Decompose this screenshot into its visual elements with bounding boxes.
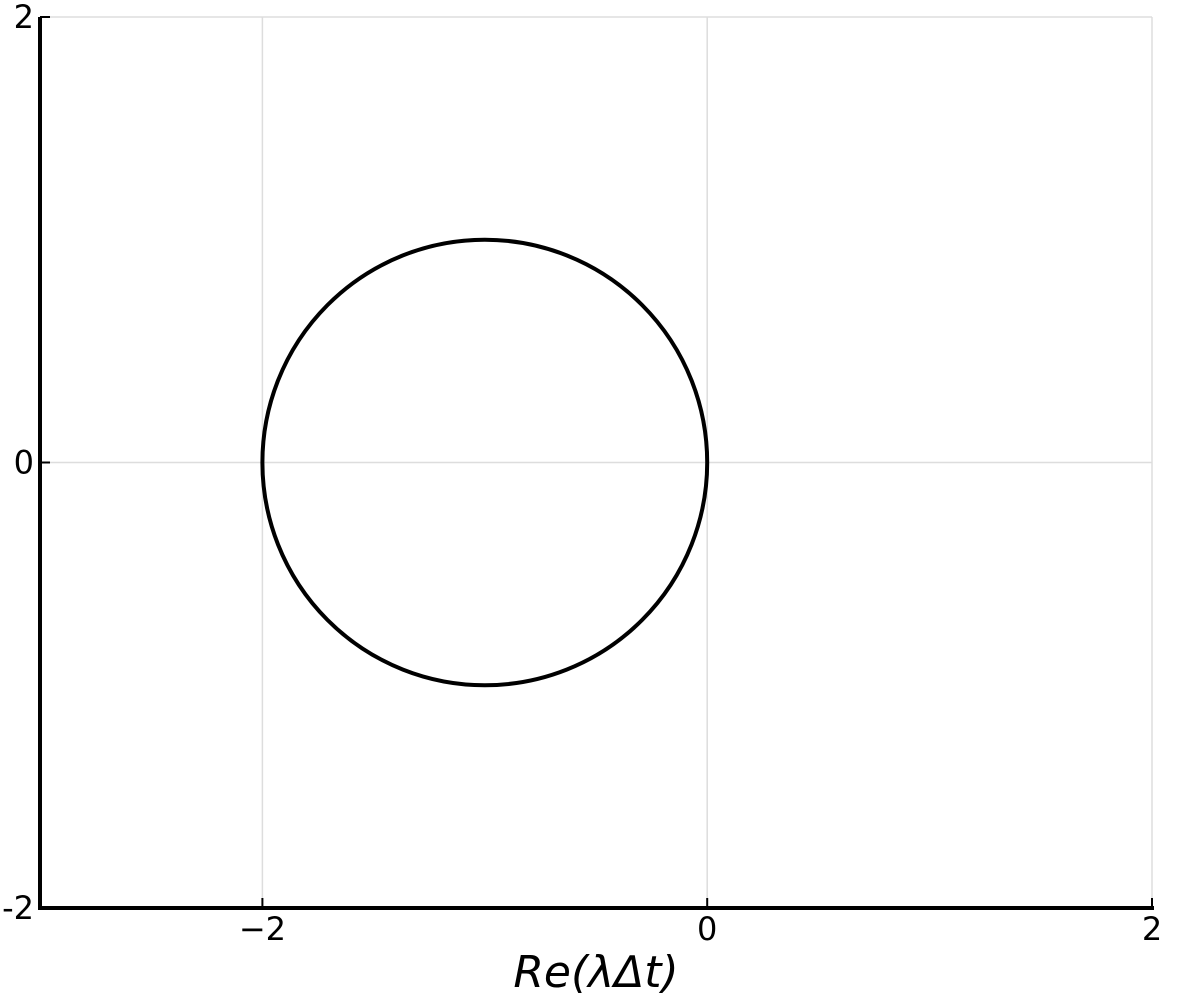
x-axis-title: Re(λΔt)	[513, 947, 678, 998]
y-tick-label-0: -2	[2, 889, 34, 927]
x-tick-label-1: 0	[697, 910, 717, 948]
series-layer	[260, 237, 710, 688]
series-circle-0	[260, 237, 710, 688]
y-tick-label-2: 2	[14, 0, 34, 36]
y-tick-label-1: 0	[14, 444, 34, 482]
x-tick-label-0: −2	[239, 910, 286, 948]
x-tick-label-2: 2	[1142, 910, 1162, 948]
ticks-layer: −2 0 2 -2 0 2	[2, 0, 1162, 948]
